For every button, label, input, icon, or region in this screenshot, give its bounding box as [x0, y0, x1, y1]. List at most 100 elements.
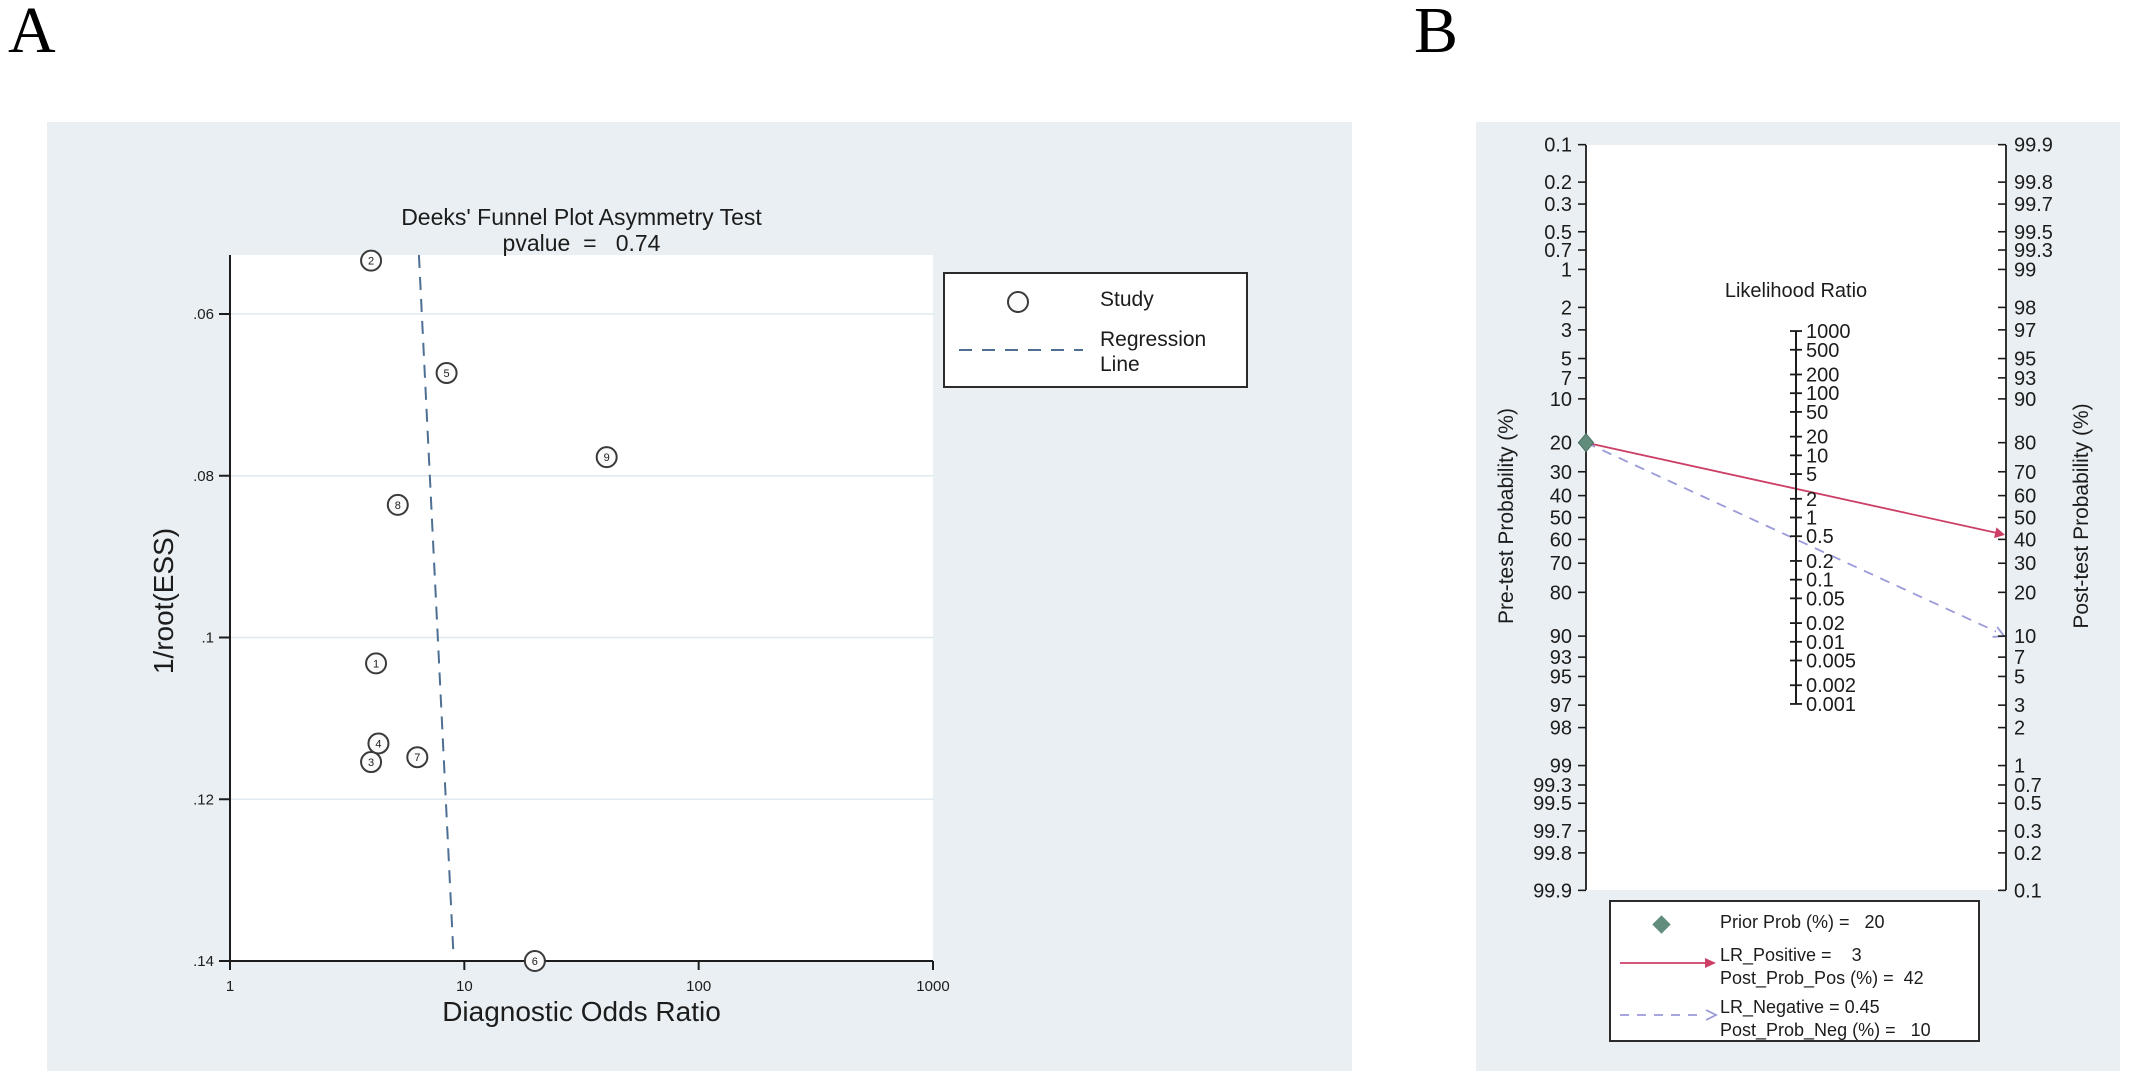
- posttest-tick-label: 99.3: [2014, 240, 2053, 262]
- posttest-tick-label: 0.1: [2014, 880, 2042, 902]
- pretest-tick-label: 95: [1550, 666, 1572, 688]
- pretest-axis-title: Pre-test Probability (%): [1495, 408, 1518, 624]
- lr-tick-label: 50: [1806, 402, 1828, 424]
- y-tick-label: .1: [201, 630, 214, 647]
- lr-positive-arrowhead: [1994, 527, 2006, 539]
- lr-tick-label: 0.1: [1806, 570, 1834, 592]
- likelihood-ratio-title: Likelihood Ratio: [1724, 280, 1868, 302]
- posttest-tick-label: 0.7: [2014, 775, 2042, 797]
- posttest-tick-label: 50: [2014, 508, 2036, 530]
- lr-tick-label: 0.2: [1806, 551, 1834, 573]
- study-point-9: 9: [595, 446, 618, 469]
- posttest-axis-title: Post-test Probability (%): [2070, 403, 2093, 629]
- x-tick-label: 1: [226, 978, 234, 995]
- pretest-tick-label: 7: [1561, 368, 1572, 390]
- funnel-plot-canvas: .06 .08 .1 .12 .14 1 10 100 1000 1 2 34 5 6 7 8 9: [193, 249, 950, 995]
- posttest-tick-label: 90: [2014, 389, 2036, 411]
- svg-text:9: 9: [604, 452, 610, 464]
- lr-tick-label: 0.05: [1806, 588, 1845, 610]
- pretest-tick-label: 50: [1550, 508, 1572, 530]
- svg-text:1: 1: [373, 658, 379, 670]
- lr-tick-label: 0.02: [1806, 613, 1845, 635]
- posttest-tick-label: 2: [2014, 718, 2025, 740]
- lr-tick-label: 1000: [1806, 321, 1851, 343]
- x-tick-label: 1000: [916, 978, 949, 995]
- pretest-tick-label: 80: [1550, 582, 1572, 604]
- pretest-tick-label: 0.3: [1544, 194, 1572, 216]
- posttest-tick-label: 80: [2014, 433, 2036, 455]
- pretest-tick-label: 40: [1550, 486, 1572, 508]
- y-tick-label: .14: [193, 953, 214, 970]
- pretest-tick-label: 93: [1550, 647, 1572, 669]
- svg-text:7: 7: [414, 752, 420, 764]
- funnel-legend-regression-label: Regression Line: [1100, 328, 1207, 376]
- svg-text:2: 2: [368, 256, 374, 268]
- pretest-tick-label: 2: [1561, 297, 1572, 319]
- lr-tick-label: 100: [1806, 383, 1839, 405]
- panel-b-nomogram: 0.1 99.9 0.2 99.8 0.3 99.7 0.5 99.5 0.7 99.3 1 99 2 9…: [1476, 122, 2120, 1071]
- svg-text:3: 3: [368, 757, 374, 769]
- pretest-tick-label: 97: [1550, 695, 1572, 717]
- pretest-tick-label: 30: [1550, 462, 1572, 484]
- posttest-tick-label: 98: [2014, 297, 2036, 319]
- study-point-8: 8: [386, 493, 409, 516]
- posttest-tick-label: 95: [2014, 349, 2036, 371]
- posttest-tick-label: 7: [2014, 647, 2025, 669]
- pretest-tick-label: 0.7: [1544, 240, 1572, 262]
- lr-negative-arrow-icon: [1620, 1009, 1719, 1021]
- pretest-tick-label: 99: [1550, 756, 1572, 778]
- x-tick-label: 10: [456, 978, 473, 995]
- study-point-5: 5: [435, 362, 458, 385]
- study-point-2: 2: [360, 249, 383, 272]
- posttest-tick-label: 0.2: [2014, 843, 2042, 865]
- pretest-tick-label: 20: [1550, 433, 1572, 455]
- pretest-tick-label: 0.2: [1544, 172, 1572, 194]
- pretest-tick-label: 3: [1561, 320, 1572, 342]
- funnel-x-axis-title: Diagnostic Odds Ratio: [442, 996, 721, 1027]
- posttest-tick-label: 99.5: [2014, 222, 2053, 244]
- regression-line: [417, 254, 455, 958]
- posttest-tick-label: 1: [2014, 756, 2025, 778]
- y-tick-label: .08: [193, 468, 214, 485]
- posttest-tick-label: 99: [2014, 259, 2036, 281]
- lr-tick-label: 200: [1806, 364, 1839, 386]
- pretest-tick-label: 99.7: [1533, 821, 1572, 843]
- svg-text:5: 5: [444, 368, 450, 380]
- posttest-tick-label: 3: [2014, 695, 2025, 717]
- funnel-legend-study-label: Study: [1100, 288, 1154, 311]
- x-tick-label: 100: [686, 978, 711, 995]
- svg-text:8: 8: [395, 500, 401, 512]
- prior-prob-label: Prior Prob (%) = 20: [1720, 912, 1885, 932]
- posttest-tick-label: 20: [2014, 582, 2036, 604]
- posttest-tick-label: 99.8: [2014, 172, 2053, 194]
- study-point-4: 4: [367, 732, 390, 755]
- posttest-tick-label: 10: [2014, 626, 2036, 648]
- pretest-tick-label: 99.5: [1533, 793, 1572, 815]
- pretest-tick-label: 98: [1550, 718, 1572, 740]
- posttest-tick-label: 30: [2014, 553, 2036, 575]
- posttest-tick-label: 93: [2014, 368, 2036, 390]
- pretest-tick-label: 60: [1550, 529, 1572, 551]
- y-tick-label: .12: [193, 791, 214, 808]
- lr-tick-label: 500: [1806, 340, 1839, 362]
- study-point-3: 3: [360, 751, 383, 774]
- lr-tick-label: 0.005: [1806, 651, 1856, 673]
- posttest-tick-label: 0.5: [2014, 793, 2042, 815]
- regression-line-icon: [959, 349, 1083, 351]
- pretest-tick-label: 0.5: [1544, 222, 1572, 244]
- posttest-tick-label: 97: [2014, 320, 2036, 342]
- panel-a-letter: A: [8, 0, 56, 67]
- nomogram-legend: Prior Prob (%) = 20 LR_Positive = 3 Post…: [1609, 900, 1980, 1042]
- lr-positive-label-line2: Post_Prob_Pos (%) = 42: [1720, 968, 1924, 988]
- prior-prob-diamond-icon: [1652, 915, 1671, 934]
- study-point-1: 1: [365, 652, 388, 675]
- pretest-tick-label: 99.3: [1533, 775, 1572, 797]
- prior-prob-marker: [1577, 432, 1595, 453]
- svg-text:4: 4: [375, 738, 381, 750]
- y-tick-label: .06: [193, 306, 214, 323]
- lr-tick-label: 0.002: [1806, 675, 1856, 697]
- lr-tick-label: 0.01: [1806, 632, 1845, 654]
- panel-a-funnel-plot: .06 .08 .1 .12 .14 1 10 100 1000 1 2 3 4 5 6 7 8 9 Deeks'…: [47, 122, 1352, 1071]
- posttest-tick-label: 99.9: [2014, 135, 2053, 157]
